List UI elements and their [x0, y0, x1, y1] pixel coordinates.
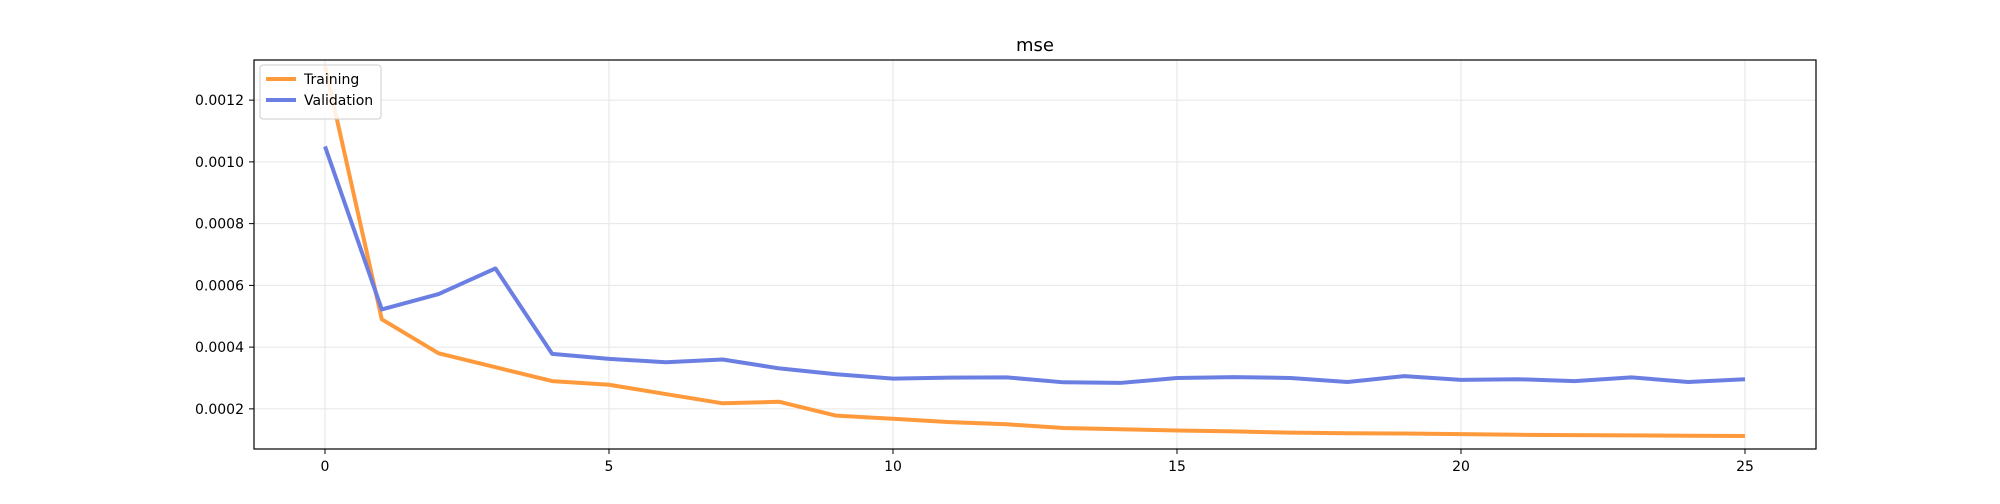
axis-ticks: 0 5 10 15 20 25 0.0002 0.0004 0.0006 0.0008 0.0010… [195, 93, 1754, 475]
grid-lines [254, 60, 1816, 449]
x-tick-label: 25 [1736, 459, 1754, 475]
y-tick-label: 0.0008 [195, 217, 244, 233]
y-tick-label: 0.0012 [195, 93, 244, 109]
y-tick-label: 0.0002 [195, 402, 244, 418]
legend-label-training: Training [303, 72, 359, 88]
series-line-training [323, 65, 1746, 439]
legend-label-validation: Validation [304, 93, 373, 109]
series-line-validation [323, 145, 1746, 385]
x-tick-label: 5 [605, 459, 614, 475]
plot-area-frame [253, 59, 1817, 450]
x-tick-label: 15 [1168, 459, 1186, 475]
series-lines [323, 65, 1746, 439]
chart-title: mse [1016, 35, 1054, 56]
y-tick-label: 0.0006 [195, 278, 244, 294]
y-tick-label: 0.0004 [195, 340, 244, 356]
legend: Training Validation [259, 64, 382, 120]
x-tick-label: 10 [884, 459, 902, 475]
y-tick-label: 0.0010 [195, 155, 244, 171]
x-tick-label: 0 [321, 459, 330, 475]
x-tick-label: 20 [1452, 459, 1470, 475]
